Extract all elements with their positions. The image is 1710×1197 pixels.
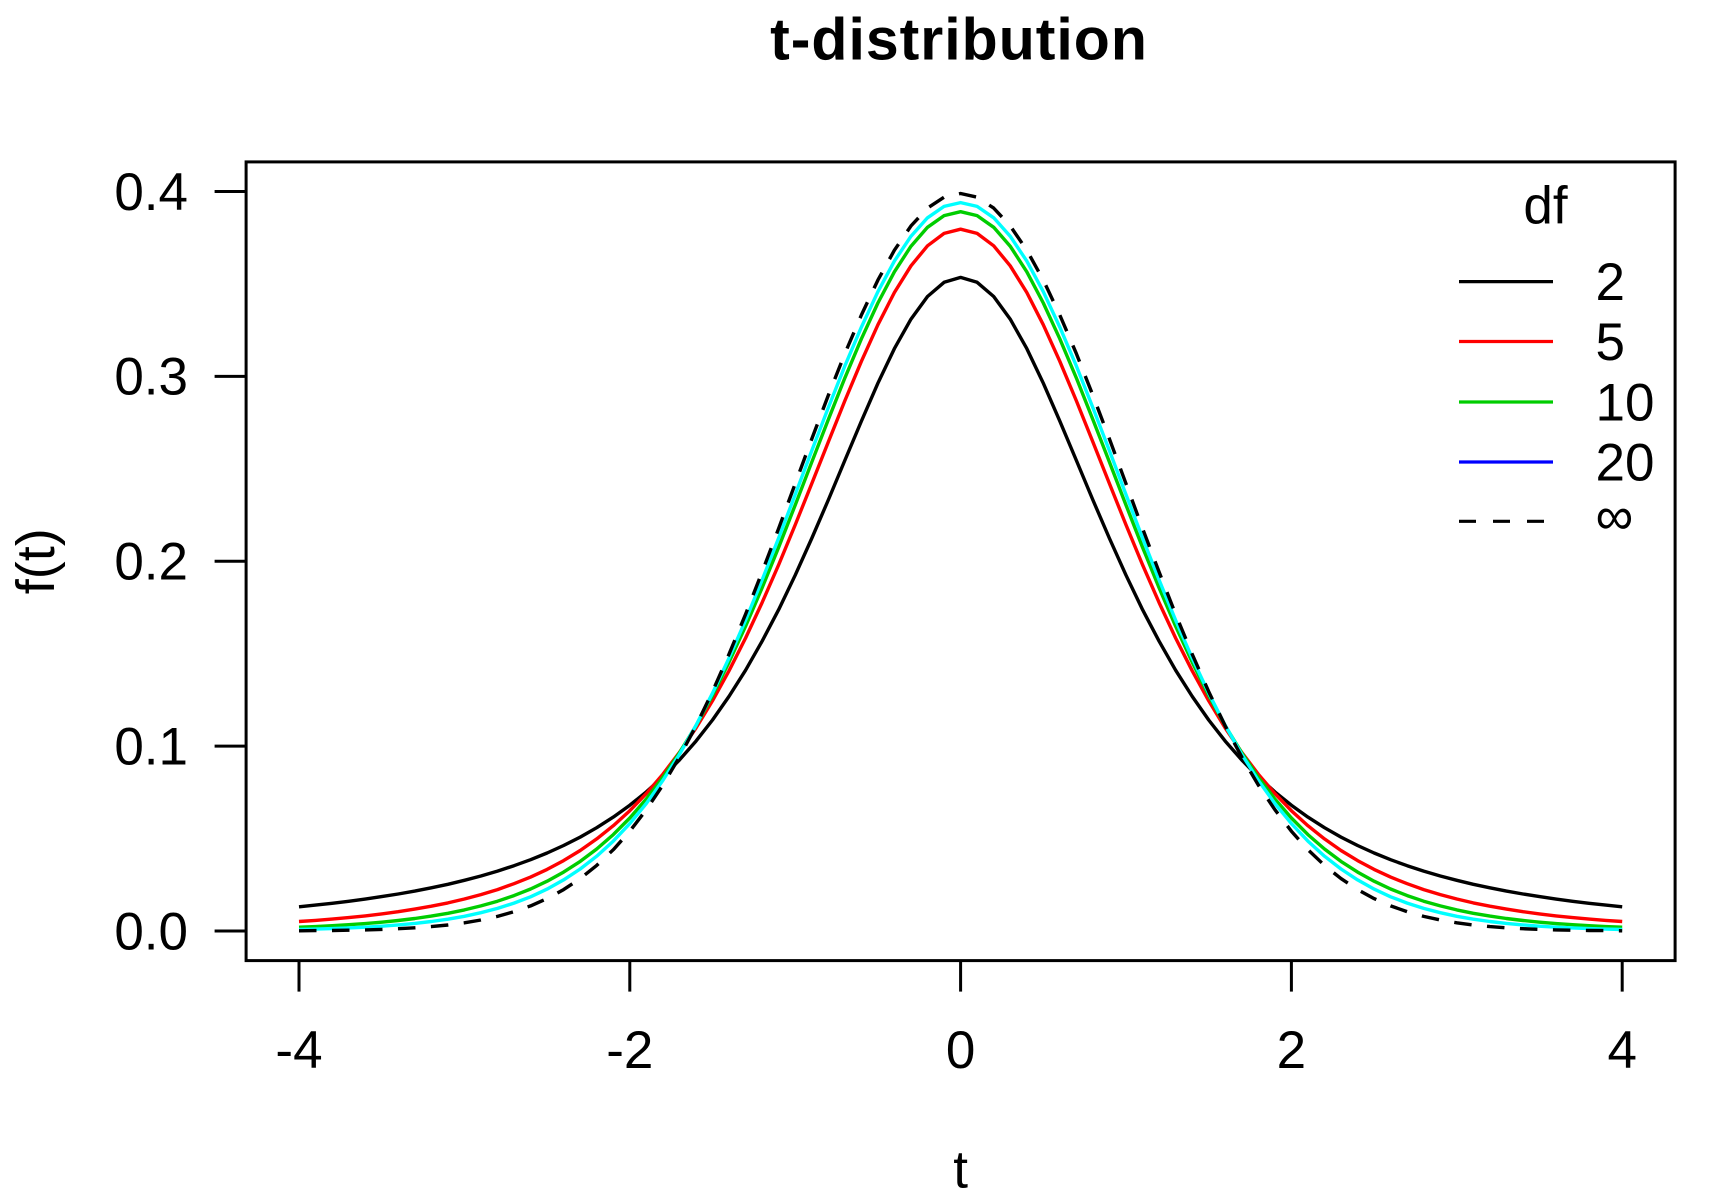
svg-text:20: 20 xyxy=(1596,433,1655,492)
svg-text:0.3: 0.3 xyxy=(114,348,188,407)
svg-text:df: df xyxy=(1523,176,1567,235)
svg-text:0: 0 xyxy=(946,1021,975,1080)
svg-text:t-distribution: t-distribution xyxy=(770,7,1148,73)
svg-text:2: 2 xyxy=(1596,253,1625,312)
svg-text:0.2: 0.2 xyxy=(114,533,188,592)
svg-text:-4: -4 xyxy=(275,1021,322,1080)
svg-text:-2: -2 xyxy=(606,1021,653,1080)
svg-text:0.1: 0.1 xyxy=(114,717,188,776)
svg-text:4: 4 xyxy=(1607,1021,1636,1080)
svg-text:5: 5 xyxy=(1596,313,1625,372)
svg-text:f(t): f(t) xyxy=(6,528,66,594)
svg-text:0.4: 0.4 xyxy=(114,163,188,222)
svg-text:t: t xyxy=(953,1141,968,1197)
svg-text:2: 2 xyxy=(1277,1021,1306,1080)
svg-text:10: 10 xyxy=(1596,373,1655,432)
svg-text:0.0: 0.0 xyxy=(114,902,188,961)
svg-text:∞: ∞ xyxy=(1596,487,1634,546)
